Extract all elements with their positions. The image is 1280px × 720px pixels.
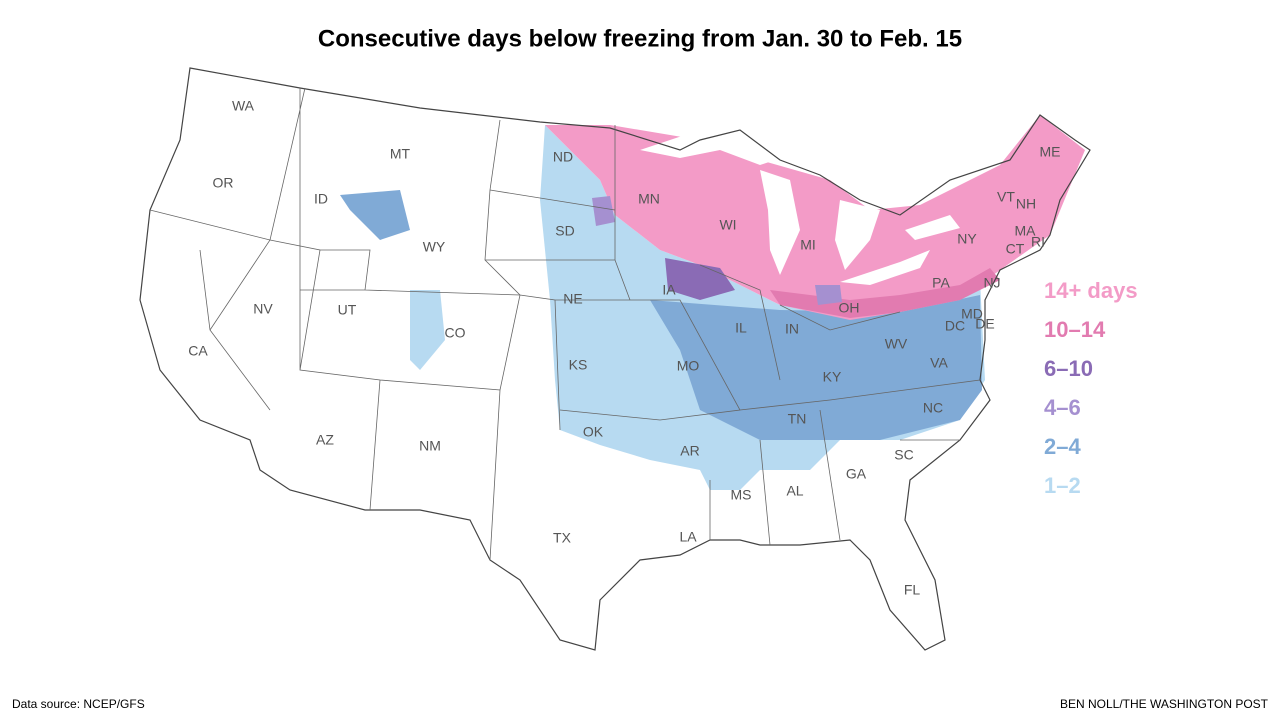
- state-label: CA: [188, 343, 208, 359]
- credit: BEN NOLL/THE WASHINGTON POST: [1060, 697, 1269, 711]
- state-label: ID: [314, 191, 328, 207]
- state-label: NV: [253, 301, 273, 317]
- legend-label: 1–2: [1044, 473, 1081, 498]
- state-label: NC: [923, 400, 943, 416]
- state-label: AL: [786, 483, 803, 499]
- state-label: IL: [735, 320, 747, 336]
- legend: 14+ days 10–14 6–10 4–6 2–4 1–2: [1044, 278, 1138, 498]
- legend-label: 14+ days: [1044, 278, 1138, 303]
- state-label: SC: [894, 447, 913, 463]
- state-label: NE: [563, 291, 582, 307]
- state-label: MN: [638, 191, 660, 207]
- legend-label: 2–4: [1044, 434, 1081, 459]
- outline: [139, 67, 1091, 651]
- great-lakes: [905, 215, 960, 240]
- state-label: VT: [997, 189, 1015, 205]
- freeze-region: [410, 290, 445, 370]
- state-label: KS: [569, 357, 588, 373]
- state-label: MO: [677, 358, 700, 374]
- great-lakes: [640, 128, 790, 165]
- great-lakes: [840, 250, 930, 285]
- state-label: ND: [553, 149, 573, 165]
- freeze-region: [545, 115, 1085, 320]
- state-label: NY: [957, 231, 977, 247]
- state-label: KY: [823, 369, 842, 385]
- freeze-region: [340, 190, 410, 240]
- state-label: UT: [338, 302, 357, 318]
- state-borders: [149, 87, 981, 561]
- great-lakes: [835, 200, 880, 270]
- state-label: WA: [232, 98, 255, 114]
- state-label: CT: [1006, 241, 1025, 257]
- state-label: OK: [583, 424, 604, 440]
- title: Consecutive days below freezing from Jan…: [318, 25, 962, 52]
- legend-label: 10–14: [1044, 317, 1106, 342]
- state-label: IA: [662, 282, 676, 298]
- state-label: ME: [1040, 144, 1061, 160]
- great-lakes: [760, 170, 800, 275]
- state-label: OH: [839, 300, 860, 316]
- state-label: CO: [445, 325, 466, 341]
- state-label: NM: [419, 438, 441, 454]
- state-label: NJ: [983, 275, 1000, 291]
- state-label: IN: [785, 321, 799, 337]
- state-label: MI: [800, 237, 816, 253]
- state-label: VA: [930, 355, 948, 371]
- state-label: WI: [719, 217, 736, 233]
- state-label: WY: [423, 239, 446, 255]
- state-label: DE: [975, 316, 994, 332]
- us-map: [139, 67, 1091, 651]
- freeze-region: [770, 268, 1000, 318]
- state-label: MA: [1015, 223, 1037, 239]
- legend-label: 6–10: [1044, 356, 1093, 381]
- state-label: RI: [1031, 234, 1045, 250]
- state-label: TN: [788, 411, 807, 427]
- state-label: NH: [1016, 196, 1036, 212]
- state-label: LA: [679, 529, 697, 545]
- state-label: MD: [961, 306, 983, 322]
- state-labels: WA OR CA ID NV MT WY UT AZ CO NM ND SD NE KS OK TX MN IA MO…: [188, 98, 1060, 598]
- state-label: PA: [932, 275, 950, 291]
- state-label: FL: [904, 582, 921, 598]
- legend-label: 4–6: [1044, 395, 1081, 420]
- state-label: DC: [945, 318, 965, 334]
- source: Data source: NCEP/GFS: [12, 697, 145, 711]
- freeze-region: [592, 196, 615, 226]
- freeze-region: [665, 258, 735, 300]
- freeze-region: [815, 285, 842, 305]
- state-label: MT: [390, 146, 411, 162]
- state-label: MS: [731, 487, 752, 503]
- state-label: GA: [846, 466, 867, 482]
- state-label: AZ: [316, 432, 334, 448]
- state-label: SD: [555, 223, 574, 239]
- state-label: WV: [885, 336, 908, 352]
- freeze-region: [650, 295, 982, 440]
- state-label: AR: [680, 443, 699, 459]
- state-label: OR: [213, 175, 234, 191]
- state-label: TX: [553, 530, 572, 546]
